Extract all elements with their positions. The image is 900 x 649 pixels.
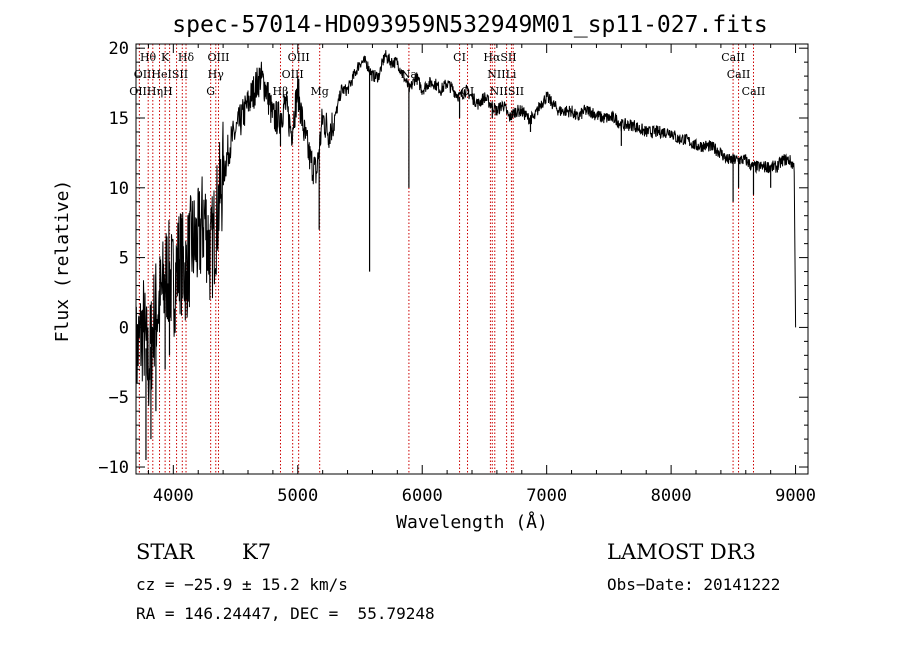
y-tick-label: 15	[109, 109, 129, 129]
x-tick-label: 8000	[651, 486, 692, 506]
line-label: Hδ	[178, 51, 195, 64]
object-subclass: K7	[242, 540, 271, 564]
y-tick-label: 20	[109, 39, 129, 59]
line-label-group: Hθ K Hδ OIII OIII CI HαSII CaII OIIHeISII Hγ OIII N…	[129, 51, 765, 98]
line-label: Hγ	[208, 68, 225, 81]
line-label: Hθ	[140, 51, 157, 64]
line-label: NIISII	[490, 85, 525, 98]
y-tick-label: −5	[109, 388, 129, 408]
spectrum-line	[135, 50, 797, 412]
x-tick-label: 5000	[277, 486, 318, 506]
line-label: OIIHeISII	[134, 68, 188, 81]
line-marker-group	[138, 44, 754, 474]
line-label: OIII	[288, 51, 310, 64]
line-label: OIII	[207, 51, 229, 64]
spectrum-series	[135, 50, 797, 461]
sky-coordinates: RA = 146.24447, DEC = 55.79248	[136, 604, 435, 623]
line-label: OI	[461, 85, 474, 98]
object-class: STAR	[136, 540, 195, 564]
y-tick-label: 0	[119, 318, 129, 338]
redshift-cz: cz = −25.9 ± 15.2 km/s	[136, 575, 348, 594]
y-tick-label: 5	[119, 249, 129, 269]
y-axis-ticks: −10 −5 0 5 10 15 20	[98, 39, 808, 478]
y-tick-label: 10	[109, 179, 129, 199]
line-label: Hβ	[273, 85, 289, 98]
x-tick-label: 7000	[526, 486, 567, 506]
x-axis-ticks: 4000 5000 6000 7000 8000 9000	[147, 44, 816, 506]
line-label: CI	[453, 51, 466, 64]
line-label: OIIHηH	[129, 85, 172, 98]
chart-title: spec-57014-HD093959N532949M01_sp11-027.f…	[172, 12, 767, 38]
line-label: CaII	[742, 85, 766, 98]
line-label: CaII	[721, 51, 745, 64]
line-label: Mg	[311, 85, 329, 98]
y-axis-label: Flux (relative)	[52, 180, 73, 343]
plot-frame	[135, 43, 809, 475]
line-label: K	[161, 51, 170, 64]
x-tick-label: 9000	[775, 486, 816, 506]
line-label: NIILi	[487, 68, 517, 81]
x-tick-label: 6000	[402, 486, 443, 506]
x-tick-label: 4000	[153, 486, 194, 506]
y-tick-label: −10	[98, 458, 129, 478]
observation-date: Obs−Date: 20141222	[607, 575, 780, 594]
survey-name: LAMOST DR3	[607, 540, 756, 564]
line-label: Na	[401, 68, 418, 81]
line-label: G	[206, 85, 215, 98]
line-label: HαSII	[483, 51, 516, 64]
line-label: OIII	[282, 68, 304, 81]
line-label: CaII	[727, 68, 751, 81]
x-axis-label: Wavelength (Å)	[396, 511, 548, 533]
